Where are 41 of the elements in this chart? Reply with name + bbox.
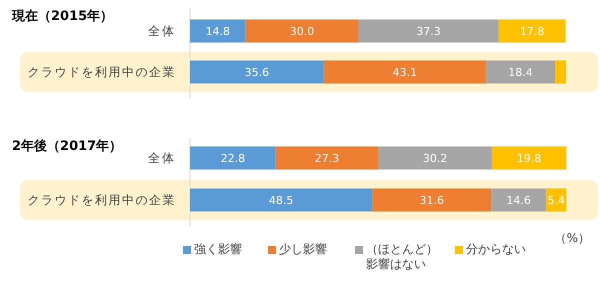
bar bbox=[190, 60, 324, 84]
y-tick-label: クラウドを利用中の企業 bbox=[28, 65, 176, 79]
bar bbox=[324, 60, 486, 84]
bar bbox=[378, 146, 492, 170]
bar bbox=[190, 20, 246, 42]
data-label: 22.8 bbox=[220, 152, 246, 165]
data-label: 35.6 bbox=[244, 66, 270, 79]
data-label: 14.6 bbox=[506, 194, 531, 207]
data-label: 30.2 bbox=[422, 152, 448, 165]
data-label: 48.5 bbox=[268, 194, 294, 207]
bar bbox=[190, 146, 276, 170]
bar bbox=[246, 20, 358, 42]
bar bbox=[486, 60, 556, 84]
data-label: 18.4 bbox=[508, 66, 533, 79]
data-label: 17.8 bbox=[520, 25, 544, 38]
data-label: 5.4 bbox=[547, 194, 565, 207]
bar bbox=[491, 188, 546, 212]
legend-label: （ほとんど）影響はない bbox=[366, 242, 439, 272]
bar bbox=[276, 146, 378, 170]
bar bbox=[358, 20, 499, 42]
data-label: 14.8 bbox=[206, 25, 230, 38]
bar bbox=[190, 188, 372, 212]
bar bbox=[372, 188, 492, 212]
data-label: 31.6 bbox=[420, 194, 444, 207]
legend-label: 分からない bbox=[466, 242, 526, 257]
data-label: 19.8 bbox=[516, 152, 542, 165]
text: （%） bbox=[554, 231, 590, 245]
y-tick-label: クラウドを利用中の企業 bbox=[28, 193, 176, 207]
data-label: 27.3 bbox=[314, 152, 340, 165]
bar bbox=[492, 146, 566, 170]
text: 現在（2015年） bbox=[11, 9, 114, 24]
data-label: 30.0 bbox=[290, 25, 314, 38]
legend-label: 強く影響 bbox=[194, 242, 242, 257]
y-tick-label: 全体 bbox=[148, 151, 176, 165]
bar bbox=[498, 20, 566, 42]
data-label: 37.3 bbox=[416, 25, 441, 38]
text: 2年後（2017年） bbox=[12, 138, 122, 154]
legend-label: 少し影響 bbox=[279, 242, 327, 257]
data-label: 43.1 bbox=[392, 66, 418, 79]
bar bbox=[555, 60, 566, 84]
y-tick-label: 全体 bbox=[148, 24, 176, 38]
